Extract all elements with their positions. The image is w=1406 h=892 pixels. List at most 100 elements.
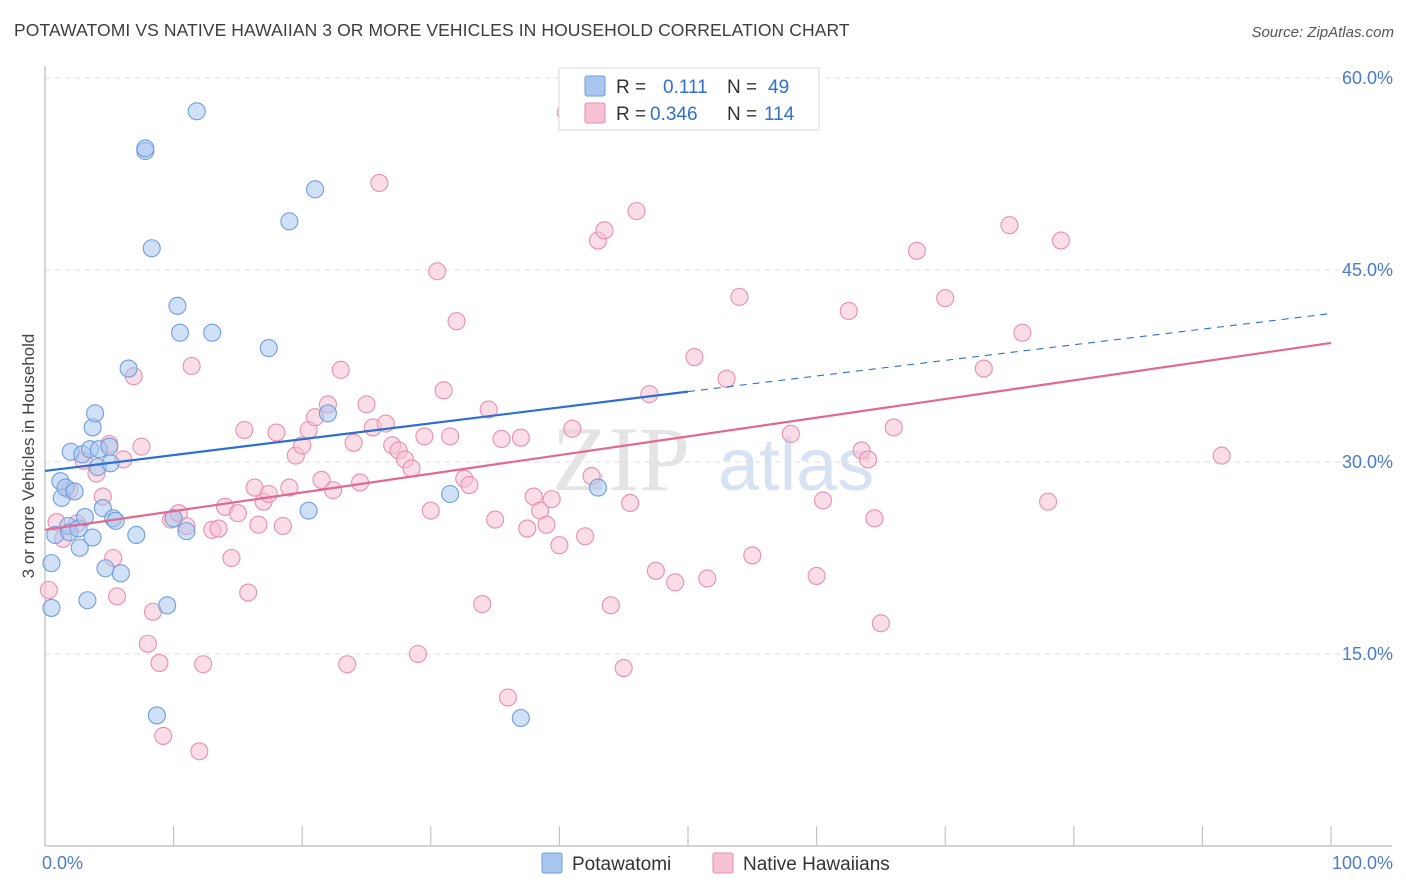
- native-hawaiians-point-63: [447, 312, 466, 331]
- native-hawaiians-points: [39, 103, 1231, 761]
- native-hawaiians-point-56: [402, 459, 421, 478]
- potawatomi-point-28: [119, 359, 138, 378]
- native-hawaiians-point-0: [39, 580, 58, 600]
- y-tick-label-15: 15.0%: [1342, 644, 1393, 664]
- potawatomi-point-27: [111, 564, 130, 583]
- legend-n-value-1: 49: [768, 77, 789, 98]
- native-hawaiians-point-32: [249, 515, 268, 534]
- bottom-legend-swatch-potawatomi: [541, 852, 563, 874]
- potawatomi-point-42: [280, 212, 299, 231]
- axes: [44, 66, 1392, 847]
- native-hawaiians-point-109: [1013, 323, 1032, 342]
- native-hawaiians-point-88: [640, 385, 659, 404]
- native-hawaiians-point-62: [441, 427, 460, 446]
- potawatomi-point-39: [187, 102, 206, 121]
- potawatomi-point-29: [127, 525, 146, 545]
- native-hawaiians-point-49: [357, 395, 376, 414]
- native-hawaiians-point-35: [267, 423, 286, 442]
- legend-r-value-2: 0.346: [650, 104, 698, 125]
- native-hawaiians-point-102: [865, 509, 884, 528]
- native-hawaiians-point-86: [621, 493, 640, 513]
- potawatomi-point-0: [42, 598, 61, 617]
- native-hawaiians-point-42: [312, 470, 331, 489]
- potawatomi-point-13: [75, 507, 94, 527]
- native-hawaiians-point-58: [415, 427, 434, 446]
- potawatomi-point-46: [441, 484, 460, 504]
- native-hawaiians-point-30: [239, 583, 258, 602]
- native-hawaiians-point-84: [601, 596, 620, 615]
- native-hawaiians-point-77: [550, 536, 569, 555]
- potawatomi-point-37: [170, 323, 190, 342]
- native-hawaiians-point-29: [235, 420, 254, 440]
- native-hawaiians-point-71: [511, 428, 530, 447]
- native-hawaiians-point-83: [595, 221, 614, 240]
- native-hawaiians-point-95: [743, 546, 762, 565]
- native-hawaiians-point-90: [666, 573, 685, 592]
- potawatomi-points: [42, 102, 608, 728]
- legend-r-label-2: R =: [616, 104, 646, 125]
- native-hawaiians-point-70: [498, 688, 518, 707]
- native-hawaiians-point-17: [154, 726, 173, 745]
- native-hawaiians-point-47: [344, 433, 363, 452]
- native-hawaiians-trend-line: [44, 341, 1332, 531]
- native-hawaiians-point-59: [421, 501, 440, 520]
- native-hawaiians-point-98: [813, 491, 833, 510]
- y-tick-labels: 15.0% 30.0% 45.0% 60.0%: [1342, 68, 1393, 664]
- native-hawaiians-point-66: [473, 595, 492, 614]
- native-hawaiians-point-65: [460, 475, 479, 495]
- legend-r-label-1: R =: [616, 77, 646, 98]
- native-hawaiians-point-85: [614, 659, 633, 678]
- native-hawaiians-point-67: [479, 400, 498, 419]
- potawatomi-point-41: [259, 339, 278, 358]
- potawatomi-point-47: [511, 708, 530, 728]
- native-hawaiians-point-72: [518, 519, 537, 538]
- native-hawaiians-point-99: [839, 301, 858, 321]
- native-hawaiians-point-87: [627, 202, 646, 221]
- potawatomi-point-32: [142, 239, 161, 258]
- trend-lines: [44, 312, 1332, 531]
- native-hawaiians-point-93: [717, 369, 736, 388]
- native-hawaiians-point-97: [807, 566, 826, 585]
- potawatomi-point-23: [100, 437, 119, 456]
- native-hawaiians-point-39: [293, 436, 312, 455]
- potawatomi-point-34: [158, 596, 177, 615]
- native-hawaiians-point-13: [132, 437, 151, 456]
- bottom-legend-label-potawatomi: Potawatomi: [572, 854, 671, 875]
- potawatomi-point-45: [318, 404, 337, 423]
- native-hawaiians-point-68: [486, 510, 505, 529]
- bottom-legend-swatch-native-hawaiians: [712, 852, 734, 874]
- native-hawaiians-point-34: [259, 484, 278, 504]
- native-hawaiians-point-61: [434, 381, 453, 400]
- native-hawaiians-point-108: [1000, 216, 1019, 235]
- legend: R = 0.111 N = 49 R = 0.346 N = 114: [558, 67, 820, 131]
- x-ticks: [44, 826, 1332, 846]
- native-hawaiians-point-75: [537, 515, 556, 534]
- native-hawaiians-point-91: [685, 347, 704, 367]
- potawatomi-point-36: [168, 296, 187, 315]
- potawatomi-point-11: [70, 538, 89, 557]
- native-hawaiians-point-103: [871, 614, 890, 633]
- y-axis-label: 3 or more Vehicles in Household: [19, 334, 38, 579]
- native-hawaiians-point-106: [936, 289, 955, 308]
- native-hawaiians-point-89: [646, 561, 665, 580]
- native-hawaiians-point-51: [370, 173, 389, 193]
- native-hawaiians-point-104: [884, 418, 903, 437]
- gridlines: [45, 77, 1392, 655]
- native-hawaiians-point-80: [576, 527, 595, 546]
- native-hawaiians-point-57: [408, 644, 427, 664]
- native-hawaiians-point-69: [492, 429, 511, 449]
- chart-title: POTAWATOMI VS NATIVE HAWAIIAN 3 OR MORE …: [14, 20, 850, 40]
- native-hawaiians-point-94: [730, 287, 749, 306]
- native-hawaiians-point-14: [138, 634, 157, 653]
- native-hawaiians-point-36: [273, 516, 292, 536]
- y-tick-label-60: 60.0%: [1342, 68, 1393, 88]
- potawatomi-point-43: [299, 501, 318, 520]
- watermark: ZIP atlas: [552, 408, 874, 510]
- x-tick-label-min: 0.0%: [42, 853, 83, 873]
- y-tick-label-45: 45.0%: [1342, 260, 1393, 280]
- potawatomi-point-44: [306, 180, 325, 199]
- potawatomi-point-14: [78, 591, 97, 610]
- legend-n-label-2: N =: [727, 104, 757, 125]
- native-hawaiians-point-45: [331, 360, 350, 379]
- potawatomi-point-22: [96, 559, 115, 578]
